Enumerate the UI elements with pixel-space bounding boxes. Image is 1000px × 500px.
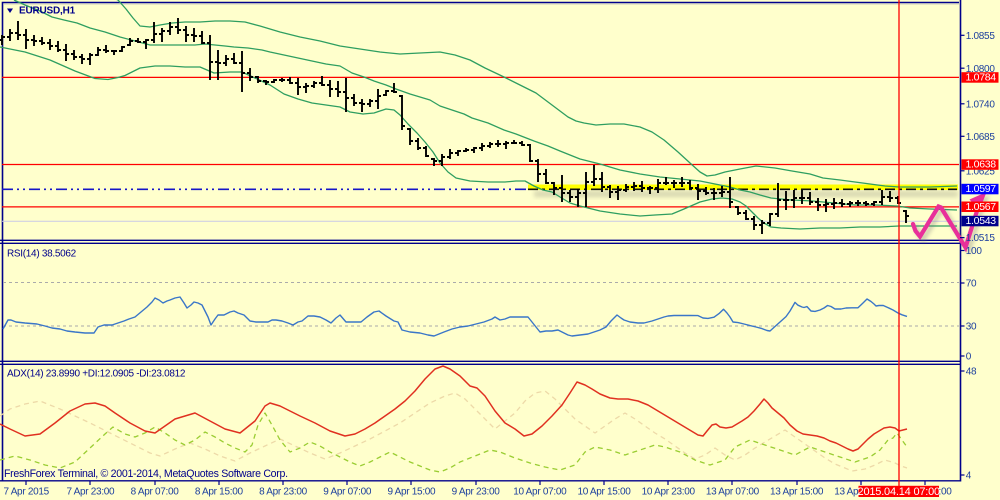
svg-text:9 Apr 23:00: 9 Apr 23:00 [452,486,501,497]
svg-text:7 Apr 23:00: 7 Apr 23:00 [66,486,115,497]
svg-text:RSI(14) 38.5062: RSI(14) 38.5062 [7,249,77,260]
svg-text:1.0784: 1.0784 [966,72,997,84]
svg-text:1.0800: 1.0800 [966,64,996,75]
svg-text:EURUSD,H1: EURUSD,H1 [19,5,76,16]
svg-text:1.0638: 1.0638 [966,159,997,171]
svg-text:4: 4 [966,471,972,482]
svg-text:10 Apr 23:00: 10 Apr 23:00 [642,486,696,497]
svg-text:8 Apr 15:00: 8 Apr 15:00 [195,486,244,497]
svg-text:1.0685: 1.0685 [966,132,996,143]
svg-text:1.0625: 1.0625 [966,166,996,177]
svg-text:1.0543: 1.0543 [966,215,997,227]
svg-text:13 Apr 15:00: 13 Apr 15:00 [770,486,824,497]
svg-text:1.0515: 1.0515 [966,233,996,244]
svg-text:48: 48 [966,367,977,378]
svg-text:0: 0 [966,352,972,363]
svg-text:FreshForex Terminal, © 2001-20: FreshForex Terminal, © 2001-2014, MetaQu… [4,468,288,480]
svg-text:70: 70 [966,279,977,290]
svg-text:10 Apr 15:00: 10 Apr 15:00 [577,486,631,497]
svg-text:13 Apr 07:00: 13 Apr 07:00 [706,486,760,497]
svg-text:30: 30 [966,322,977,333]
svg-text:8 Apr 07:00: 8 Apr 07:00 [131,486,180,497]
svg-text:1.0567: 1.0567 [966,201,997,213]
svg-text:ADX(14) 23.8990 +DI:12.0905 -D: ADX(14) 23.8990 +DI:12.0905 -DI:23.0812 [7,369,186,380]
svg-text:10 Apr 07:00: 10 Apr 07:00 [513,486,567,497]
svg-text:7 Apr 2015: 7 Apr 2015 [4,486,50,497]
svg-text:1.0740: 1.0740 [966,99,996,110]
svg-text:2015.04.14 07:00: 2015.04.14 07:00 [858,486,941,498]
svg-text:100: 100 [966,246,983,257]
svg-text:8 Apr 23:00: 8 Apr 23:00 [259,486,308,497]
svg-text:1.0597: 1.0597 [966,183,997,195]
svg-text:1.0855: 1.0855 [966,31,996,42]
svg-text:9 Apr 15:00: 9 Apr 15:00 [387,486,436,497]
svg-text:9 Apr 07:00: 9 Apr 07:00 [323,486,372,497]
